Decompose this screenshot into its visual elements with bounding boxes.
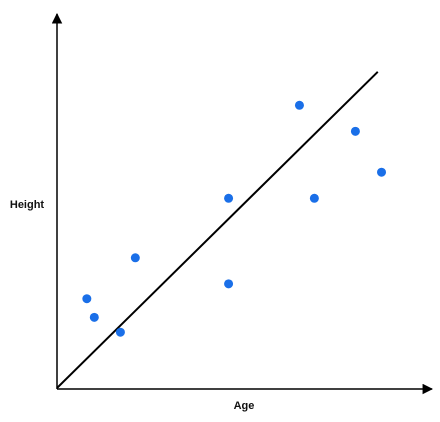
x-axis-label: Age	[234, 400, 255, 412]
point	[309, 193, 319, 203]
point	[89, 312, 99, 322]
fit-line	[56, 71, 379, 389]
y-axis-label: Height	[10, 199, 45, 211]
point	[224, 279, 234, 289]
point	[377, 167, 387, 177]
point	[130, 253, 140, 263]
point	[224, 193, 234, 203]
point	[115, 327, 125, 337]
point	[350, 126, 360, 136]
point	[82, 294, 92, 304]
point	[294, 100, 304, 110]
